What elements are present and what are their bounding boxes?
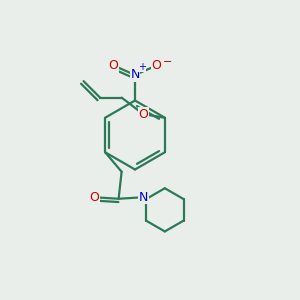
- Text: N: N: [139, 191, 148, 204]
- Text: O: O: [109, 59, 118, 72]
- Text: O: O: [138, 108, 148, 121]
- Text: O: O: [152, 59, 161, 72]
- Text: N: N: [130, 68, 140, 82]
- Text: −: −: [163, 57, 173, 67]
- Text: +: +: [138, 61, 146, 72]
- Text: O: O: [89, 191, 99, 204]
